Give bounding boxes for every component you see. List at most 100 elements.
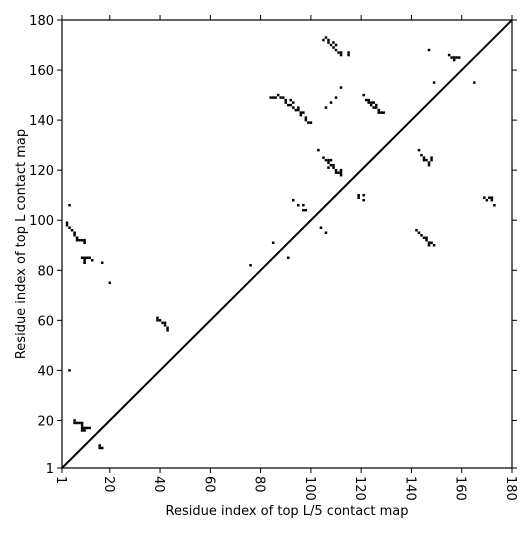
contact (332, 163, 335, 167)
contact (304, 118, 308, 122)
contact (339, 53, 343, 57)
contact (70, 228, 74, 232)
contact (415, 228, 418, 232)
x-tick-label: 60 (201, 476, 216, 493)
contact (100, 446, 104, 450)
contact (78, 238, 81, 242)
contact (297, 106, 300, 109)
contact (427, 161, 431, 164)
contact (163, 321, 167, 325)
contact (334, 96, 338, 99)
contact (276, 93, 280, 97)
x-tick-label: 80 (252, 476, 267, 493)
contact (161, 321, 164, 325)
contact (271, 241, 275, 244)
contact (334, 168, 338, 172)
contact (374, 106, 378, 109)
contact (493, 203, 496, 207)
contact (324, 231, 328, 234)
contact (302, 111, 305, 114)
contact (83, 256, 86, 260)
contact (457, 56, 461, 59)
contact (297, 108, 300, 112)
x-tick-label: 140 (402, 476, 417, 501)
contact (292, 198, 295, 202)
contact (73, 233, 76, 237)
contact (324, 36, 328, 39)
contact (347, 53, 350, 57)
contact (85, 256, 89, 260)
contact (473, 81, 476, 84)
contact (98, 446, 101, 450)
contact (287, 256, 290, 260)
contact (357, 196, 360, 199)
contact (347, 51, 350, 54)
contact (447, 53, 451, 57)
contact (483, 196, 486, 199)
contact (80, 238, 84, 242)
contact (417, 231, 421, 234)
contact (302, 208, 305, 212)
contact (374, 103, 378, 107)
y-axis-label: Residue index of top L contact map (14, 129, 29, 359)
contact (432, 81, 436, 84)
contact (271, 96, 275, 99)
contact (249, 264, 252, 267)
contact (427, 244, 431, 247)
contact (75, 238, 79, 242)
contact (304, 116, 308, 119)
contact (307, 121, 310, 124)
contact (329, 43, 333, 47)
contact (98, 444, 101, 447)
contact (80, 426, 84, 430)
contact (90, 259, 94, 262)
contact (319, 226, 323, 229)
contact (369, 101, 373, 104)
contact (485, 198, 489, 202)
contact (339, 168, 343, 172)
contact (420, 233, 423, 237)
contact (334, 48, 338, 52)
x-tick-label: 40 (151, 476, 166, 493)
contact (83, 241, 86, 244)
contact (73, 419, 76, 422)
contact (156, 316, 159, 320)
contact (332, 166, 335, 169)
contact (362, 193, 365, 197)
contact (269, 96, 272, 99)
contact (75, 236, 79, 239)
contact (166, 329, 169, 332)
x-tick-label: 1 (53, 476, 68, 484)
contact (425, 238, 428, 242)
contact (83, 259, 86, 262)
contact (108, 281, 112, 285)
contact (65, 221, 69, 224)
y-tick-label: 60 (37, 314, 54, 329)
y-tick-label: 100 (29, 214, 54, 229)
contact (425, 236, 428, 239)
contact (339, 173, 343, 177)
y-tick-label: 180 (29, 14, 54, 29)
contact (274, 96, 277, 99)
contact (80, 421, 84, 425)
contact (287, 103, 290, 107)
contact (322, 38, 325, 42)
contact (304, 208, 308, 212)
contact (430, 241, 433, 244)
contact (339, 171, 343, 174)
contact (327, 38, 330, 42)
contact (455, 56, 458, 59)
contact (490, 196, 494, 199)
contact (281, 96, 285, 99)
contact (100, 261, 104, 265)
contact (68, 369, 71, 372)
contact (450, 56, 453, 59)
contact (430, 156, 433, 159)
contact (163, 324, 167, 327)
contact (289, 98, 293, 102)
contact (83, 238, 86, 242)
contact (488, 196, 491, 199)
y-tick-label: 80 (37, 264, 54, 279)
